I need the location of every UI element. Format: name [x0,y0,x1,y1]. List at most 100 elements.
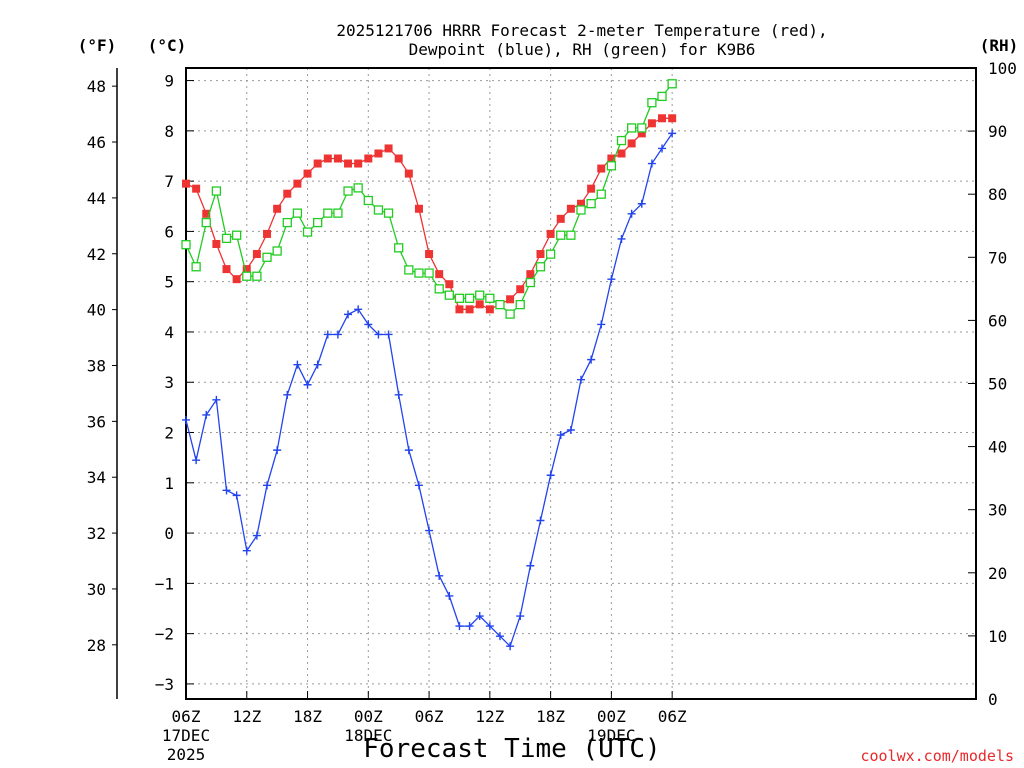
x-tick-label: 06Z [658,707,687,726]
dewpoint-point [242,546,251,555]
rh-point [637,123,647,133]
celsius-tick-label: 0 [164,524,174,543]
rh-point [505,309,515,319]
celsius-tick-label: −3 [155,675,174,694]
temperature-point [273,204,282,213]
temperature-point [546,229,555,238]
dewpoint-point [323,330,332,339]
temperature-point [536,250,545,259]
rh-point [363,195,373,206]
chart-title-line1: 2025121706 HRRR Forecast 2-meter Tempera… [336,21,827,40]
rh-tick-label: 50 [988,375,1007,394]
rh-point [353,183,363,193]
axis-labels: −3−2−10123456789283032343638404244464801… [87,59,1017,764]
dewpoint-point [404,446,413,455]
x-tick-label: 12Z [232,707,261,726]
rh-tick-label: 40 [988,438,1007,457]
dewpoint-point [303,380,312,389]
rh-point [566,230,576,240]
rh-tick-label: 10 [988,627,1007,646]
temperature-point [414,204,423,213]
rh-point [515,299,525,310]
x-tick-label: 19DEC [587,726,635,745]
temperature-point [344,159,353,168]
dewpoint-point [485,622,494,631]
rh-point [201,217,211,228]
temperature-point [404,169,413,178]
temperature-point [627,139,636,148]
x-tick-label: 06Z [172,707,201,726]
rh-point [444,290,454,300]
temperature-point [637,129,646,138]
dewpoint-point [435,571,444,580]
dewpoint-point [566,426,575,435]
rh-point [596,189,606,199]
rh-point [556,230,566,240]
celsius-tick-label: 1 [164,474,174,493]
dewpoint-point [252,531,261,540]
dewpoint-point [597,320,606,329]
temperature-point [485,305,494,314]
rh-point [242,271,252,281]
rh-point [535,262,546,272]
temperature-point [566,204,575,213]
dewpoint-point [222,486,231,495]
temperature-point [465,305,474,314]
rh-point [333,208,343,218]
celsius-tick-label: 4 [164,323,174,342]
dewpoint-point [344,310,353,319]
rh-point [404,265,414,275]
dewpoint-point [556,431,565,440]
rh-point [383,208,394,218]
x-tick-label: 18Z [293,707,322,726]
rh-tick-label: 80 [988,185,1007,204]
dewpoint-point [516,612,525,621]
x-tick-label: 18Z [536,707,565,726]
dewpoint-point [263,481,272,490]
data-series [181,79,677,651]
rh-point [221,233,232,244]
temperature-point [283,189,292,198]
celsius-tick-label: 3 [164,373,174,392]
temperature-point [263,229,272,238]
fahrenheit-tick-label: 40 [87,301,106,320]
fahrenheit-tick-label: 46 [87,133,106,152]
dewpoint-point [536,516,545,525]
fahrenheit-tick-label: 42 [87,245,106,264]
dewpoint-point [506,642,515,651]
rh-point [647,98,657,108]
rh-point [586,199,596,209]
dewpoint-point [364,320,373,329]
fahrenheit-tick-label: 30 [87,580,106,599]
rh-tick-label: 60 [988,311,1007,330]
rh-point [424,268,434,278]
temperature-point [394,154,403,163]
fahrenheit-tick-label: 32 [87,524,106,543]
x-axis-title: Forecast Time (UTC) [363,734,660,764]
temperature-point [384,144,393,153]
temperature-point [242,265,251,274]
rh-point [525,277,536,288]
rh-point [231,230,242,240]
x-tick-label: 06Z [415,707,444,726]
celsius-tick-label: −1 [155,574,174,593]
rh-point [282,217,292,228]
temperature-point [475,300,484,309]
temperature-point [313,159,322,168]
temperature-point [232,275,241,284]
temperature-point [212,239,221,248]
celsius-tick-label: 9 [164,72,174,91]
rh-point [667,79,677,89]
chart-title-line2: Dewpoint (blue), RH (green) for K9B6 [409,40,756,59]
dewpoint-point [627,209,636,218]
dewpoint-point [182,415,190,424]
temperature-point [647,119,656,128]
dewpoint-point [374,330,383,339]
dewpoint-point [495,632,504,641]
rh-point [616,135,627,146]
temperature-point [658,114,667,123]
rh-point [252,271,262,281]
rh-tick-label: 30 [988,501,1007,520]
temperature-point [516,285,525,294]
rh-point [495,299,505,310]
